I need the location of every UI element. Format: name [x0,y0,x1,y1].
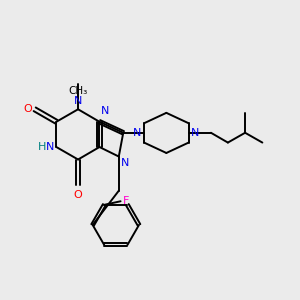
Text: N: N [74,96,82,106]
Text: O: O [74,190,82,200]
Text: CH₃: CH₃ [68,85,88,95]
Text: F: F [123,196,129,206]
Text: N: N [191,128,200,138]
Text: N: N [133,128,142,138]
Text: H: H [38,142,46,152]
Text: O: O [23,104,32,114]
Text: N: N [101,106,110,116]
Text: N: N [121,158,129,168]
Text: N: N [46,142,55,152]
